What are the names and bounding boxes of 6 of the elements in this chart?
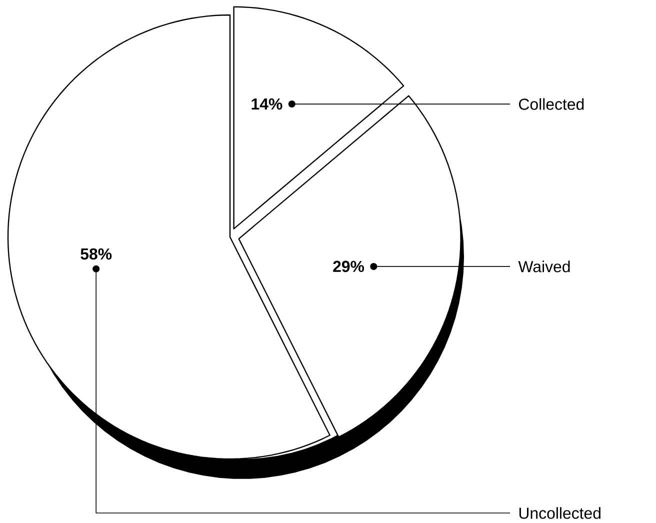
data-label: 14%: [252, 98, 282, 110]
slice-label: Uncollected: [519, 507, 600, 519]
data-label: 58%: [80, 248, 112, 260]
slice-label: Waived: [518, 260, 570, 272]
data-label: 29%: [333, 260, 364, 272]
slice-label: Collected: [519, 98, 584, 110]
